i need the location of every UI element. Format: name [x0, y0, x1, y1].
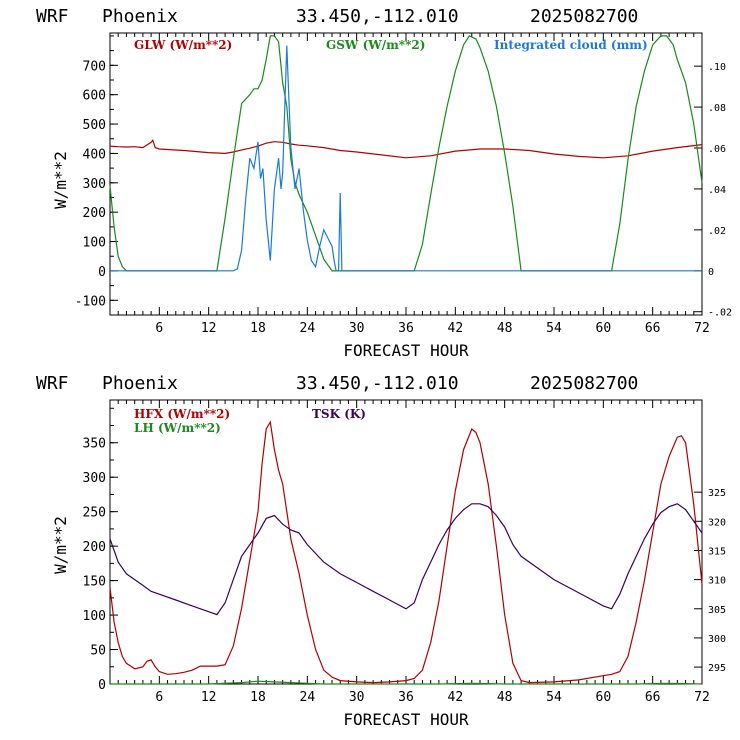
- panel-2-x-tick-label: 6: [155, 690, 163, 705]
- panel-1-y2-tick-label: .10: [708, 62, 726, 73]
- panel-1-y-tick-label: 0: [98, 265, 106, 280]
- panel-1-x-axis: 6 12 18 24 30 36 42 48 54 60 66 72: [109, 33, 710, 336]
- panel-2-y2-tick-label: 300: [708, 634, 726, 645]
- panel-1-date: 2025082700: [530, 6, 638, 27]
- panel-2-x-tick-label: 30: [349, 690, 365, 705]
- panel-2-y-tick-label: 100: [83, 609, 106, 624]
- panel-1-y-axis: -100 0 100 200 300 400 500 600 700: [75, 35, 118, 309]
- panel-2-location: Phoenix: [102, 373, 178, 394]
- panel-1-y-tick-label: 100: [83, 236, 106, 251]
- panel-2-legend-lh: LH (W/m**2): [134, 421, 221, 435]
- panel-2-legend-hfx: HFX (W/m**2): [134, 407, 230, 421]
- panel-2-x-tick-label: 54: [546, 690, 562, 705]
- panel-1-y2-axis: -.02 0 .02 .04 .06 .08 .10: [694, 62, 732, 319]
- panel-1-x-tick-label: 18: [250, 321, 266, 336]
- panel-1-x-tick-label: 48: [497, 321, 513, 336]
- panel-2-y-tick-label: 200: [83, 540, 106, 555]
- panel-1-x-tick-label: 12: [201, 321, 217, 336]
- panel-2-legend-tsk: TSK (K): [312, 407, 366, 421]
- panel-1-series-line-0: [109, 138, 703, 159]
- panel-1-model: WRF: [36, 6, 69, 27]
- panel-2-ylabel: W/m**2: [51, 516, 70, 574]
- panel-1-x-tick-label: 36: [398, 321, 414, 336]
- panel-1-x-tick-label: 60: [596, 321, 612, 336]
- panel-1-series: [109, 35, 703, 272]
- panel-1-x-tick-label: 72: [694, 321, 710, 336]
- panel-1-location: Phoenix: [102, 6, 178, 27]
- panel-2-y-tick-label: 50: [90, 644, 106, 659]
- panel-1-y-tick-label: -100: [75, 294, 106, 309]
- panel-1-y2-tick-label: .08: [708, 103, 726, 114]
- panel-1-x-tick-label: 6: [155, 321, 163, 336]
- panel-1-x-tick-label: 66: [645, 321, 661, 336]
- panel-2-x-tick-label: 48: [497, 690, 513, 705]
- panel-1-coords: 33.450,-112.010: [296, 6, 459, 27]
- panel-1-frame: [109, 32, 703, 316]
- panel-1-legend-gsw: GSW (W/m**2): [326, 38, 425, 52]
- panel-1-x-tick-label: 24: [300, 321, 316, 336]
- panel-2-header: WRF Phoenix 33.450,-112.010 2025082700: [36, 373, 638, 394]
- panel-1-x-tick-label: 30: [349, 321, 365, 336]
- panel-2-date: 2025082700: [530, 373, 638, 394]
- panel-2-y2-tick-label: 315: [708, 546, 726, 557]
- panel-1-y-tick-label: 600: [83, 89, 106, 104]
- panel-1-xlabel: FORECAST HOUR: [343, 341, 469, 360]
- panel-1-y2-tick-label: .06: [708, 144, 726, 155]
- panel-1-series-line-1: [109, 35, 703, 272]
- panel-2-coords: 33.450,-112.010: [296, 373, 459, 394]
- panel-2-series-line-2: [109, 503, 703, 616]
- panel-1-y-tick-label: 500: [83, 118, 106, 133]
- panel-1-ylabel: W/m**2: [51, 151, 70, 209]
- panel-1-y2-tick-label: .04: [708, 185, 726, 196]
- panel-2-y2-tick-label: 320: [708, 517, 726, 528]
- panel-2-y-tick-label: 250: [83, 506, 106, 521]
- panel-2-x-tick-label: 72: [694, 690, 710, 705]
- panel-1-series-line-2: [110, 45, 702, 272]
- panel-1-legend-glw: GLW (W/m**2): [134, 38, 232, 52]
- panel-2-x-tick-label: 24: [300, 690, 316, 705]
- panel-2-series: [109, 420, 703, 685]
- panel-1-y-tick-label: 700: [83, 59, 106, 74]
- panel-2-x-tick-label: 60: [596, 690, 612, 705]
- panel-1-y2-tick-label: -.02: [708, 308, 732, 319]
- panel-2-y-tick-label: 0: [98, 678, 106, 693]
- panel-1-y-tick-label: 300: [83, 177, 106, 192]
- panel-2-x-tick-label: 42: [448, 690, 464, 705]
- panel-2-x-tick-label: 36: [398, 690, 414, 705]
- panel-1-x-tick-label: 42: [448, 321, 464, 336]
- panel-2-series-line-1: [110, 680, 703, 685]
- panel-1-x-tick-label: 54: [546, 321, 562, 336]
- panel-2-model: WRF: [36, 373, 69, 394]
- panel-2-y-tick-label: 150: [83, 575, 106, 590]
- panel-1-header: WRF Phoenix 33.450,-112.010 2025082700: [36, 6, 638, 27]
- panel-2-x-tick-label: 66: [645, 690, 661, 705]
- panel-2-xlabel: FORECAST HOUR: [343, 710, 469, 729]
- panel-2-frame: [109, 399, 703, 685]
- panel-2-y2-axis: 295 300 305 310 315 320 325: [694, 488, 726, 674]
- panel-2-y-axis: 0 50 100 150 200 250 300 350: [83, 407, 118, 693]
- panel-2-y2-tick-label: 310: [708, 576, 726, 587]
- panel-1-y-tick-label: 200: [83, 206, 106, 221]
- panel-2-y-tick-label: 350: [83, 437, 106, 452]
- panel-2-series-line-0: [109, 420, 703, 684]
- panel-1-y2-tick-label: .02: [708, 226, 726, 237]
- panel-1-y2-tick-label: 0: [708, 267, 714, 278]
- panel-2-x-axis: 6 12 18 24 30 36 42 48 54 60 66 72: [109, 400, 710, 705]
- panel-2-y-tick-label: 300: [83, 471, 106, 486]
- panel-2-x-tick-label: 18: [250, 690, 266, 705]
- panel-2-x-tick-label: 12: [201, 690, 217, 705]
- panel-2-y2-tick-label: 295: [708, 663, 726, 674]
- panel-1-y-tick-label: 400: [83, 147, 106, 162]
- panel-2-y2-tick-label: 305: [708, 605, 726, 616]
- panel-2-y2-tick-label: 325: [708, 488, 726, 499]
- panel-1-legend-cloud: Integrated cloud (mm): [494, 38, 648, 52]
